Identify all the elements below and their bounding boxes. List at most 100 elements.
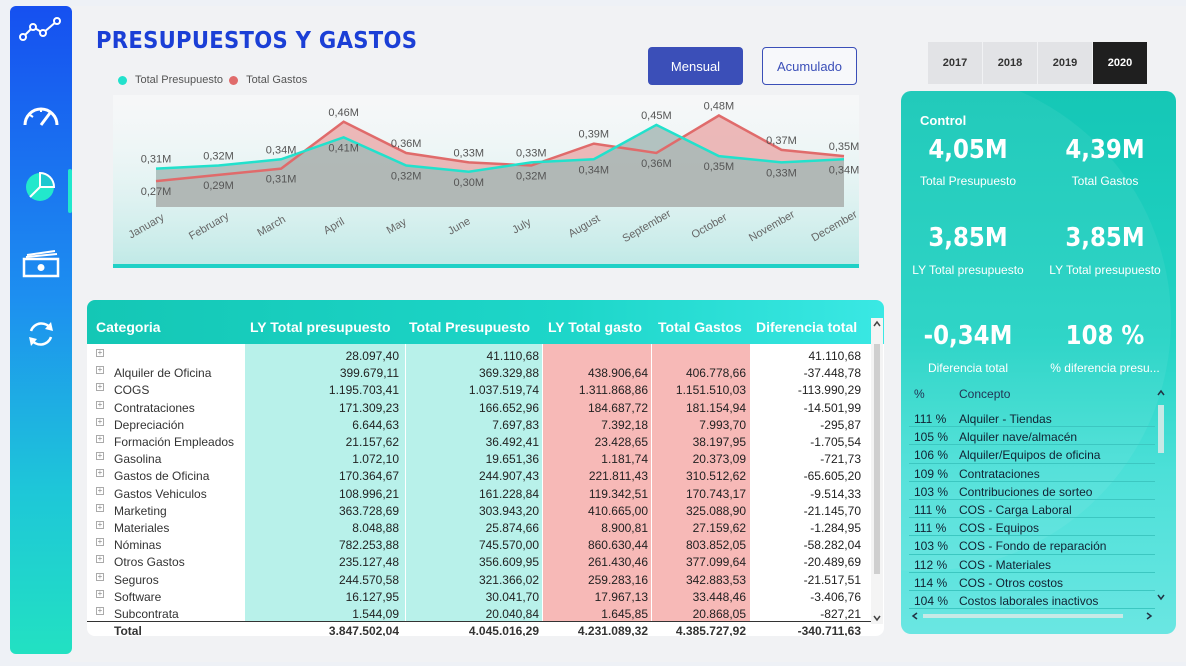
data-label: 0,31M [141, 154, 172, 166]
expand-icon[interactable]: + [96, 365, 104, 375]
table-row[interactable]: + Otros Gastos 235.127,48 356.609,95 261.430… [87, 553, 873, 570]
data-label: 0,36M [391, 138, 422, 150]
pie-chart-icon[interactable] [18, 166, 64, 206]
cell-ly-gasto: 259.283,16 [587, 572, 648, 587]
acumulado-button[interactable]: Acumulado [762, 47, 857, 85]
table-row[interactable]: + Software 16.127,95 30.041,70 17.967,13 33.4… [87, 588, 873, 605]
expand-icon[interactable]: + [96, 416, 104, 426]
table-row[interactable]: + Gastos Vehiculos 108.996,21 161.228,84 119… [87, 485, 873, 502]
cell-presupuesto: 166.652,96 [478, 400, 539, 415]
cell-ly-presupuesto: 16.127,95 [345, 589, 399, 604]
money-icon[interactable] [18, 244, 64, 284]
expand-icon[interactable]: + [96, 468, 104, 478]
year-2017-button[interactable]: 2017 [928, 42, 982, 84]
table-row[interactable]: + Seguros 244.570,58 321.366,02 259.283,16 34… [87, 571, 873, 588]
list-item-pct: 103 % [914, 484, 949, 499]
list-header-pct[interactable]: % [914, 387, 925, 401]
speedometer-icon[interactable] [18, 94, 64, 134]
control-title: Control [920, 113, 967, 128]
table-row[interactable]: + Formación Empleados 21.157,62 36.492,41 23… [87, 433, 873, 450]
list-item[interactable]: 104 % Costos laborales inactivos [909, 591, 1155, 610]
header-total-gastos[interactable]: Total Gastos [658, 319, 742, 335]
list-item[interactable]: 103 % COS - Fondo de reparación [909, 536, 1155, 555]
table-row[interactable]: + Gasolina 1.072,10 19.651,36 1.181,74 20.373… [87, 450, 873, 467]
list-item-pct: 109 % [914, 466, 949, 481]
header-categoria[interactable]: Categoria [96, 319, 161, 335]
expand-icon[interactable]: + [96, 485, 104, 495]
expand-icon[interactable]: + [96, 520, 104, 529]
control-panel: Control 4,05M Total Presupuesto 4,39M To… [901, 91, 1176, 634]
cell-diferencia: 41.110,68 [808, 349, 862, 363]
cell-ly-presupuesto: 1.195.703,41 [328, 383, 399, 398]
table-row[interactable]: + Contrataciones 171.309,23 166.652,96 184.6… [87, 399, 873, 416]
mensual-button[interactable]: Mensual [648, 47, 743, 85]
cell-ly-gasto: 23.428,65 [594, 435, 648, 449]
year-2019-button[interactable]: 2019 [1038, 42, 1092, 84]
expand-icon[interactable]: + [96, 537, 104, 547]
expand-icon[interactable]: + [96, 348, 104, 357]
cell-ly-presupuesto: 21.157,62 [345, 435, 399, 449]
cell-categoria: Materiales [114, 521, 170, 535]
list-item-pct: 103 % [914, 539, 949, 554]
list-scrollbar[interactable] [1156, 387, 1166, 623]
expand-icon[interactable]: + [96, 382, 104, 392]
legend-gastos-swatch [229, 75, 239, 85]
list-item[interactable]: 111 % COS - Equipos [909, 518, 1155, 537]
table-total-row: Total 3.847.502,04 4.045.016,29 4.231.08… [87, 621, 873, 636]
page-title: PRESUPUESTOS Y GASTOS [96, 28, 418, 54]
list-item[interactable]: 112 % COS - Materiales [909, 555, 1155, 573]
header-diferencia-total[interactable]: Diferencia total [756, 319, 858, 335]
header-total-presupuesto[interactable]: Total Presupuesto [409, 319, 531, 335]
cell-presupuesto: 745.570,00 [478, 538, 539, 553]
cell-ly-gasto: 184.687,72 [587, 400, 648, 415]
table-row[interactable]: + Gastos de Oficina 170.364,67 244.907,43 22… [87, 467, 873, 484]
cell-diferencia: -9.514,33 [810, 486, 861, 501]
expand-icon[interactable]: + [96, 606, 104, 615]
line-chart-icon[interactable] [18, 10, 64, 50]
expand-icon[interactable]: + [96, 502, 104, 512]
data-label: 0,45M [641, 110, 672, 122]
table-row[interactable]: + Depreciación 6.644,63 7.697,83 7.392,18 7.9… [87, 416, 873, 433]
table-scrollbar[interactable] [871, 318, 883, 624]
expand-icon[interactable]: + [96, 554, 104, 564]
table-row[interactable]: + COGS 1.195.703,41 1.037.519,74 1.311.868,8… [87, 381, 873, 398]
year-2018-button[interactable]: 2018 [983, 42, 1037, 84]
expand-icon[interactable]: + [96, 571, 104, 581]
cell-diferencia: -3.406,76 [810, 589, 861, 604]
refresh-icon[interactable] [18, 314, 64, 354]
table-row[interactable]: + Marketing 363.728,69 303.943,20 410.665,00… [87, 502, 873, 519]
table-row[interactable]: + Subcontrata 1.544,09 20.040,84 1.645,85 20.… [87, 605, 873, 622]
list-item[interactable]: 114 % COS - Otros costos [909, 573, 1155, 591]
expand-icon[interactable]: + [96, 588, 104, 598]
table-row[interactable]: + Nóminas 782.253,88 745.570,00 860.630,44 80… [87, 536, 873, 553]
cell-ly-presupuesto: 1.544,09 [352, 607, 399, 621]
year-2020-button[interactable]: 2020 [1093, 42, 1147, 84]
table-row[interactable]: + Materiales 8.048,88 25.874,66 8.900,81 27.1… [87, 519, 873, 536]
list-item[interactable]: 111 % Alquiler - Tiendas [909, 409, 1155, 428]
expand-icon[interactable]: + [96, 451, 104, 461]
list-item-concepto: COS - Carga Laboral [959, 503, 1072, 517]
kpi-total-gastos-value: 4,39M [1065, 135, 1145, 165]
cell-diferencia: -721,73 [820, 452, 861, 467]
list-item-concepto: Alquiler/Equipos de oficina [959, 448, 1101, 463]
list-item[interactable]: 111 % COS - Carga Laboral [909, 500, 1155, 519]
expand-icon[interactable]: + [96, 399, 104, 409]
cell-presupuesto: 244.907,43 [478, 469, 539, 484]
data-label: 0,33M [766, 167, 797, 179]
list-item[interactable]: 105 % Alquiler nave/almacén [909, 427, 1155, 446]
table-row[interactable]: + Alquiler de Oficina 399.679,11 369.329,88… [87, 364, 873, 381]
expand-icon[interactable]: + [96, 434, 104, 443]
table-row[interactable]: +28.097,40 41.110,68 41.110,68 [87, 347, 873, 364]
cell-presupuesto: 30.041,70 [485, 589, 539, 604]
data-label: 0,37M [766, 135, 797, 147]
cell-ly-gasto: 17.967,13 [594, 589, 648, 604]
list-item[interactable]: 109 % Contrataciones [909, 464, 1155, 482]
list-item-concepto: COS - Fondo de reparación [959, 539, 1107, 554]
list-header-concepto[interactable]: Concepto [959, 387, 1011, 401]
header-ly-total-presupuesto[interactable]: LY Total presupuesto [250, 319, 391, 335]
list-item[interactable]: 103 % Contribuciones de sorteo [909, 482, 1155, 500]
list-hscrollbar[interactable] [909, 611, 1155, 621]
header-ly-total-gasto[interactable]: LY Total gasto [548, 319, 642, 335]
list-item[interactable]: 106 % Alquiler/Equipos de oficina [909, 445, 1155, 464]
cell-ly-presupuesto: 1.072,10 [352, 452, 399, 467]
